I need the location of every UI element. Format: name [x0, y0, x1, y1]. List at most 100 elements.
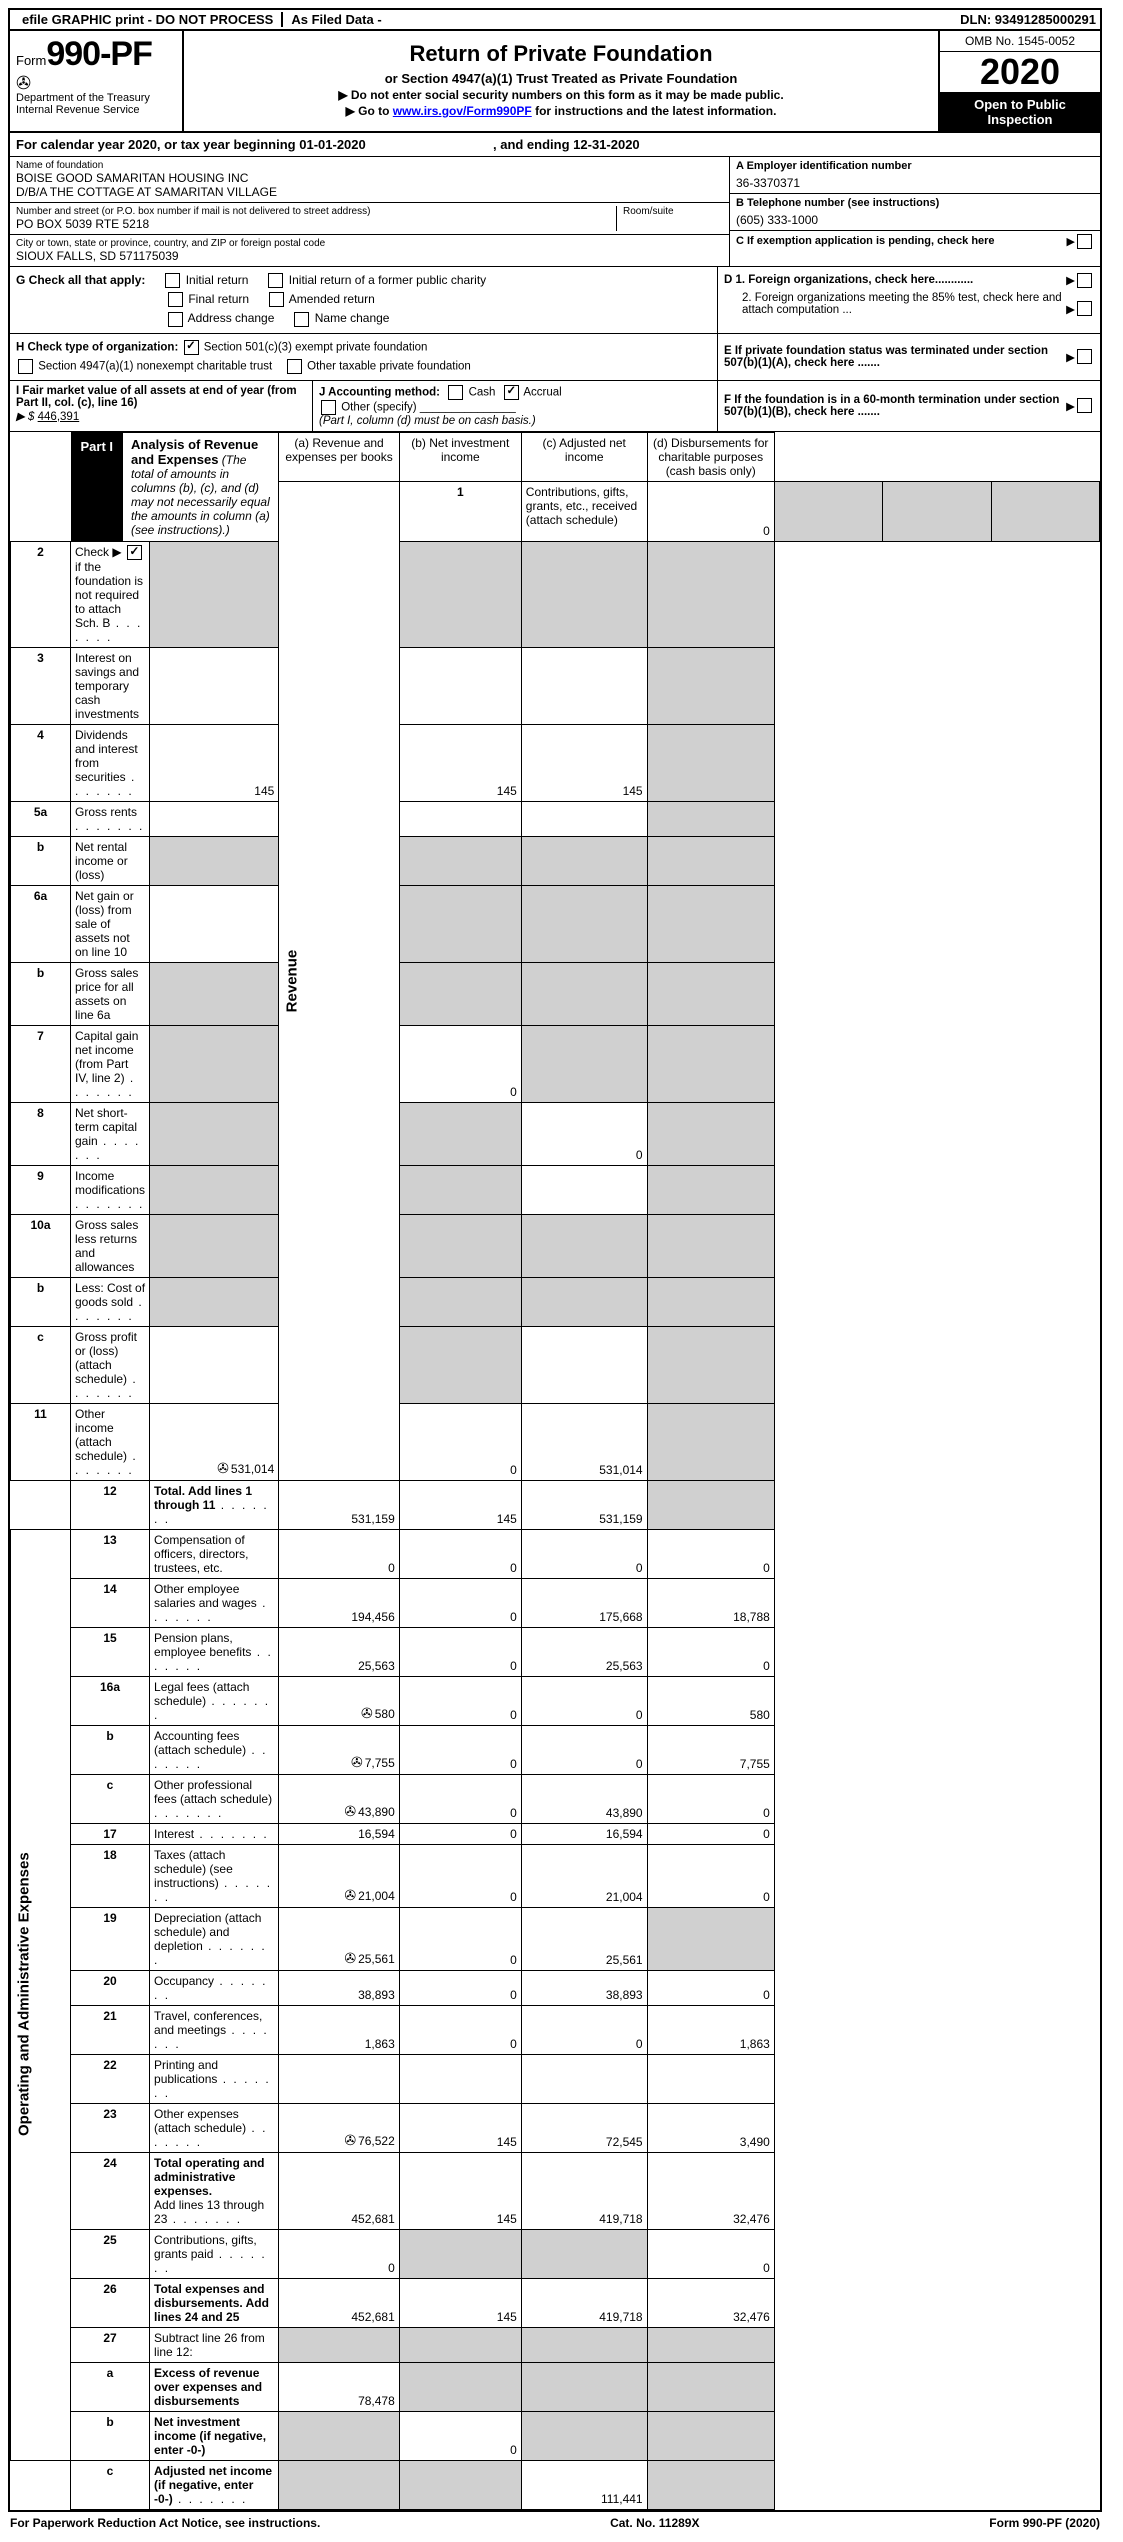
table-row: cAdjusted net income (if negative, enter… [11, 2460, 1100, 2509]
cal-end: 12-31-2020 [573, 137, 640, 152]
addr-value: PO BOX 5039 RTE 5218 [16, 217, 616, 231]
checkbox-c[interactable] [1077, 234, 1092, 249]
cb-cash[interactable] [448, 385, 463, 400]
cb-e[interactable] [1077, 349, 1092, 364]
table-row: 16aLegal fees (attach schedule)✇58000580 [11, 1676, 1100, 1725]
g-label: G Check all that apply: [16, 273, 145, 287]
attach-icon[interactable]: ✇ [344, 2132, 356, 2149]
form-number: 990-PF [46, 35, 152, 73]
d1: D 1. Foreign organizations, check here..… [724, 274, 1066, 286]
room-label: Room/suite [623, 206, 723, 217]
attach-icon[interactable]: ✇ [361, 1705, 373, 1722]
table-row: bGross sales price for all assets on lin… [11, 962, 1100, 1025]
j-other: Other (specify) [341, 401, 416, 413]
cb-final[interactable] [168, 292, 183, 307]
e-note: E If private foundation status was termi… [724, 345, 1066, 369]
r17-label: Interest [154, 1827, 194, 1841]
cb-accrual[interactable] [504, 385, 519, 400]
city-value: SIOUX FALLS, SD 571175039 [16, 249, 723, 263]
cb-d1[interactable] [1077, 273, 1092, 288]
d2: 2. Foreign organizations meeting the 85%… [724, 292, 1066, 316]
cb-other[interactable] [321, 400, 336, 415]
irs-icon: ✇ [16, 74, 176, 92]
part1-label: Part I [71, 433, 124, 541]
table-row: 4Dividends and interest from securities1… [11, 724, 1100, 801]
r16ca: 43,890 [358, 1805, 395, 1819]
r11-label: Other income (attach schedule) [75, 1407, 127, 1463]
open-inspection: Open to Public Inspection [940, 93, 1100, 131]
j-note: (Part I, column (d) must be on cash basi… [319, 415, 536, 427]
h-opt2: Section 4947(a)(1) nonexempt charitable … [38, 360, 272, 372]
r11a: 531,014 [231, 1462, 274, 1476]
irs-link[interactable]: www.irs.gov/Form990PF [393, 104, 532, 118]
ein-label: A Employer identification number [736, 160, 1094, 172]
arrow-icon: ▶ [1066, 302, 1075, 316]
g-opt-0: Initial return [186, 273, 249, 287]
j-cash: Cash [469, 386, 496, 398]
j-accrual: Accrual [523, 386, 561, 398]
cb-d2[interactable] [1077, 301, 1092, 316]
g-opt-3: Amended return [289, 292, 375, 306]
calendar-year-row: For calendar year 2020, or tax year begi… [10, 133, 1100, 157]
g-opt-2: Final return [188, 292, 249, 306]
cb-other-taxable[interactable] [287, 359, 302, 374]
attach-icon[interactable]: ✇ [344, 1950, 356, 1967]
table-row: 5aGross rents [11, 801, 1100, 836]
form-header: Form990-PF ✇ Department of the Treasury … [10, 31, 1100, 133]
r26-label: Total expenses and disbursements. Add li… [154, 2282, 269, 2324]
attach-icon[interactable]: ✇ [344, 1803, 356, 1820]
attach-icon[interactable]: ✇ [351, 1754, 363, 1771]
h-label: H Check type of organization: [16, 341, 178, 353]
cb-f[interactable] [1077, 398, 1092, 413]
table-row: 9Income modifications [11, 1165, 1100, 1214]
cal-begin: 01-01-2020 [299, 137, 366, 152]
table-row: 19Depreciation (attach schedule) and dep… [11, 1907, 1100, 1970]
table-row: 14Other employee salaries and wages194,4… [11, 1578, 1100, 1627]
cb-initial[interactable] [165, 273, 180, 288]
cal-text-a: For calendar year 2020, or tax year begi… [16, 137, 299, 152]
instr-ssn: Do not enter social security numbers on … [190, 88, 932, 102]
cb-address[interactable] [168, 312, 183, 327]
footer-right: Form 990-PF (2020) [989, 2516, 1100, 2530]
cb-initial-former[interactable] [268, 273, 283, 288]
f-note: F If the foundation is in a 60-month ter… [724, 394, 1066, 418]
table-row: 8Net short-term capital gain0 [11, 1102, 1100, 1165]
cb-4947[interactable] [18, 359, 33, 374]
irs: Internal Revenue Service [16, 104, 176, 116]
cb-name[interactable] [294, 312, 309, 327]
table-row: 27Subtract line 26 from line 12: [11, 2327, 1100, 2362]
attach-icon[interactable]: ✇ [217, 1460, 229, 1477]
instr2-prefix: Go to [358, 104, 393, 118]
g-opt-1: Initial return of a former public charit… [289, 273, 486, 287]
i-amt-label: ▶ $ [16, 411, 34, 423]
col-d: (d) Disbursements for charitable purpose… [647, 432, 774, 481]
attach-icon[interactable]: ✇ [344, 1887, 356, 1904]
r23a: 76,522 [358, 2134, 395, 2148]
cb-501c3[interactable] [184, 340, 199, 355]
r27b-label: Net investment income (if negative, ente… [154, 2415, 266, 2457]
dept: Department of the Treasury [16, 92, 176, 104]
i-label: I Fair market value of all assets at end… [16, 385, 297, 409]
table-row: 7Capital gain net income (from Part IV, … [11, 1025, 1100, 1102]
r9-label: Income modifications [75, 1169, 145, 1197]
filer-info: Name of foundation BOISE GOOD SAMARITAN … [10, 157, 1100, 267]
city-label: City or town, state or province, country… [16, 238, 723, 249]
table-row: 20Occupancy38,893038,8930 [11, 1970, 1100, 2005]
phone-value: (605) 333-1000 [736, 209, 1094, 227]
form-subtitle: or Section 4947(a)(1) Trust Treated as P… [190, 71, 932, 86]
table-row: 22Printing and publications [11, 2054, 1100, 2103]
phone-label: B Telephone number (see instructions) [736, 197, 1094, 209]
r16ba: 7,755 [365, 1756, 395, 1770]
r16b-label: Accounting fees (attach schedule) [154, 1729, 246, 1757]
as-filed: As Filed Data - [283, 12, 389, 27]
arrow-icon: ▶ [1066, 399, 1075, 413]
cb-amended[interactable] [269, 292, 284, 307]
r16aa: 580 [375, 1707, 395, 1721]
cb-schb[interactable] [127, 545, 142, 560]
addr-label: Number and street (or P.O. box number if… [16, 206, 616, 217]
r22-label: Printing and publications [154, 2058, 218, 2086]
part1-table: Part I Analysis of Revenue and Expenses … [10, 432, 1100, 2510]
form-title: Return of Private Foundation [190, 41, 932, 67]
dln: DLN: 93491285000291 [960, 12, 1096, 27]
j-label: J Accounting method: [319, 386, 440, 398]
